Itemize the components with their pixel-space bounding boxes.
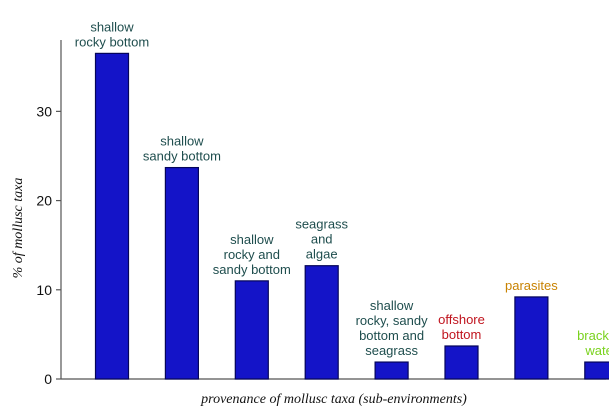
bar-label-line: rocky and (224, 247, 280, 262)
bar-label-line: bottom (442, 327, 482, 342)
bar-label-line: seagrass (295, 217, 348, 232)
bar-label-line: bottom and (359, 328, 424, 343)
bar-label-line: shallow (230, 232, 274, 247)
bar (444, 345, 479, 380)
bar (94, 52, 130, 380)
bar-label-line: sandy bottom (213, 262, 291, 277)
y-tick-label: 10 (36, 282, 52, 298)
bar (234, 280, 269, 380)
bar (304, 265, 339, 380)
y-tick-label: 30 (36, 103, 52, 119)
bar-label-line: offshore (438, 312, 485, 327)
bar (164, 166, 199, 380)
bar-label-line: and (311, 232, 333, 247)
bar-label-line: parasites (505, 278, 558, 293)
bar-label-line: rocky, sandy (356, 313, 429, 328)
bar-label-line: shallow (160, 134, 204, 149)
bar (514, 296, 549, 380)
bar (584, 361, 609, 380)
bars (94, 52, 609, 380)
bar-label-line: water (584, 343, 609, 358)
y-axis-title: % of mollusc taxa (11, 178, 26, 279)
bar (374, 361, 409, 380)
bar-label-line: seagrass (365, 343, 418, 358)
bar-label-line: brackish (577, 328, 609, 343)
y-tick-label: 0 (44, 371, 52, 387)
bar-label-line: shallow (370, 298, 414, 313)
bar-label-line: rocky bottom (75, 34, 149, 49)
y-tick-label: 20 (36, 193, 52, 209)
x-axis-title: provenance of mollusc taxa (sub-environm… (200, 392, 467, 407)
bar-label-line: sandy bottom (143, 149, 221, 164)
bar-label-line: shallow (90, 19, 134, 34)
bar-label-line: algae (306, 247, 338, 262)
y-ticks: 0 10 20 30 (36, 103, 61, 387)
